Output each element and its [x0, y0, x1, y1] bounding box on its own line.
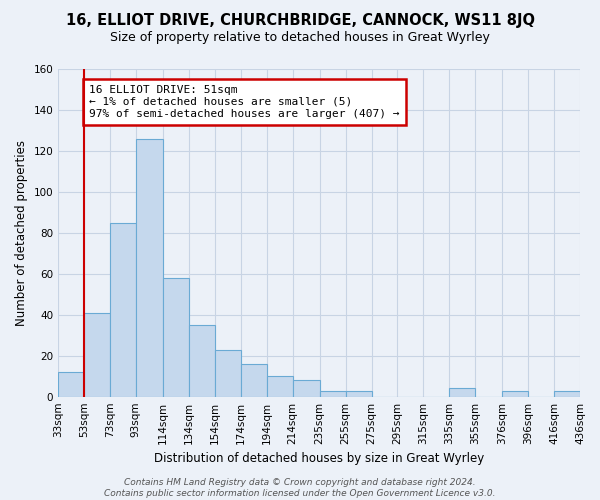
Bar	[163, 278, 189, 396]
Bar	[241, 364, 266, 396]
Bar	[449, 388, 475, 396]
X-axis label: Distribution of detached houses by size in Great Wyrley: Distribution of detached houses by size …	[154, 452, 484, 465]
Text: 16, ELLIOT DRIVE, CHURCHBRIDGE, CANNOCK, WS11 8JQ: 16, ELLIOT DRIVE, CHURCHBRIDGE, CANNOCK,…	[65, 12, 535, 28]
Bar	[58, 372, 84, 396]
Bar	[293, 380, 320, 396]
Bar	[84, 312, 110, 396]
Text: Contains HM Land Registry data © Crown copyright and database right 2024.
Contai: Contains HM Land Registry data © Crown c…	[104, 478, 496, 498]
Bar	[136, 138, 163, 396]
Bar	[215, 350, 241, 397]
Text: 16 ELLIOT DRIVE: 51sqm
← 1% of detached houses are smaller (5)
97% of semi-detac: 16 ELLIOT DRIVE: 51sqm ← 1% of detached …	[89, 86, 400, 118]
Bar	[266, 376, 293, 396]
Bar	[502, 390, 528, 396]
Bar	[320, 390, 346, 396]
Y-axis label: Number of detached properties: Number of detached properties	[15, 140, 28, 326]
Bar	[554, 390, 580, 396]
Text: Size of property relative to detached houses in Great Wyrley: Size of property relative to detached ho…	[110, 31, 490, 44]
Bar	[110, 222, 136, 396]
Bar	[346, 390, 371, 396]
Bar	[189, 325, 215, 396]
